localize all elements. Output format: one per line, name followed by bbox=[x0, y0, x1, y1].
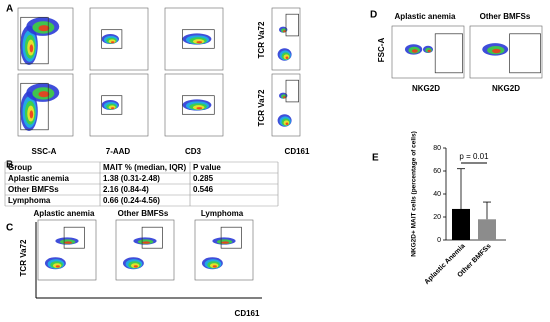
gate bbox=[285, 13, 299, 37]
y-tick-label: 20 bbox=[433, 214, 441, 221]
table-cell: 0.546 bbox=[193, 185, 214, 194]
panel-letter: D bbox=[370, 10, 377, 21]
gate bbox=[434, 33, 463, 74]
flow-plot bbox=[115, 219, 175, 281]
cell-population bbox=[55, 265, 60, 268]
axis-label: FSC-A bbox=[377, 38, 386, 63]
gate bbox=[20, 16, 49, 65]
flow-plot bbox=[194, 219, 254, 281]
cell-population bbox=[285, 122, 289, 125]
panel-letter: A bbox=[6, 4, 13, 15]
bar bbox=[452, 208, 470, 240]
cell-population bbox=[142, 241, 151, 244]
cell-population bbox=[29, 44, 34, 53]
gate bbox=[182, 95, 215, 115]
y-tick-label: 60 bbox=[433, 168, 441, 175]
cell-population bbox=[29, 110, 34, 119]
panel-letter: E bbox=[372, 153, 379, 164]
plot-title: Other BMFSs bbox=[480, 12, 531, 21]
axis-label: TCR Va72 bbox=[257, 21, 266, 58]
table-cell: 1.38 (0.31-2.48) bbox=[103, 174, 160, 183]
plot-title: Lymphoma bbox=[201, 209, 244, 218]
gate bbox=[101, 29, 123, 49]
table-cell: Group bbox=[8, 163, 32, 172]
axis-label: 7-AAD bbox=[106, 147, 131, 156]
plot-title: Aplastic anemia bbox=[395, 12, 456, 21]
axis-label: NKG2D bbox=[412, 84, 440, 93]
panel-letter: B bbox=[6, 160, 13, 171]
cell-population bbox=[38, 25, 50, 32]
bar bbox=[478, 219, 496, 240]
axis-label: CD3 bbox=[185, 147, 202, 156]
gate bbox=[182, 29, 215, 49]
cell-population bbox=[427, 49, 431, 53]
cell-population bbox=[196, 41, 203, 44]
gate bbox=[509, 33, 541, 74]
axis-label: CD161 bbox=[235, 309, 260, 318]
cell-population bbox=[110, 107, 115, 110]
axis-label: SSC-A bbox=[32, 147, 57, 156]
y-tick-label: 80 bbox=[433, 145, 441, 152]
cell-population bbox=[38, 91, 50, 98]
axis-label: TCR Va72 bbox=[257, 89, 266, 126]
cell-population bbox=[283, 30, 286, 33]
y-tick-label: 40 bbox=[433, 191, 441, 198]
table-cell: MAIT % (median, IQR) bbox=[103, 163, 186, 172]
gate bbox=[141, 226, 163, 249]
axis-label: NKG2D bbox=[492, 84, 520, 93]
cell-population bbox=[285, 56, 289, 59]
cell-population bbox=[411, 49, 418, 53]
table-cell: 0.285 bbox=[193, 174, 214, 183]
axis-label: TCR Va72 bbox=[19, 239, 28, 276]
table-cell: P value bbox=[193, 163, 221, 172]
plot-title: Aplastic anemia bbox=[34, 209, 95, 218]
cell-population bbox=[221, 241, 230, 244]
panel-letter: C bbox=[6, 223, 13, 234]
gate bbox=[20, 82, 49, 131]
cell-population bbox=[196, 107, 203, 110]
plot-title: Other BMFSs bbox=[118, 209, 169, 218]
gate bbox=[220, 226, 242, 249]
cell-population bbox=[283, 96, 286, 99]
cell-population bbox=[64, 241, 73, 244]
table-cell: 2.16 (0.84-4) bbox=[103, 185, 149, 194]
y-tick-label: 0 bbox=[437, 237, 441, 244]
table: Group MAIT % (median, IQR) P value Aplastic… bbox=[4, 161, 279, 207]
table-cell: 0.66 (0.24-4.56) bbox=[103, 196, 160, 205]
annotation: p = 0.01 bbox=[459, 152, 489, 161]
table-cell: Lymphoma bbox=[8, 196, 51, 205]
cell-population bbox=[133, 265, 138, 268]
cell-population bbox=[110, 41, 115, 44]
x-tick-label: Aplastic Anemia bbox=[423, 243, 466, 286]
flow-plot bbox=[37, 219, 97, 281]
axis-label: NKG2D+ MAIT cells (percentage of cells) bbox=[411, 131, 418, 257]
gate bbox=[285, 79, 299, 103]
gate bbox=[63, 226, 85, 249]
cell-population bbox=[492, 48, 501, 54]
axis-label: CD161 bbox=[285, 147, 310, 156]
table-cell: Aplastic anemia bbox=[8, 174, 69, 183]
gate bbox=[101, 95, 123, 115]
table-cell: Other BMFSs bbox=[8, 185, 59, 194]
cell-population bbox=[212, 265, 217, 268]
